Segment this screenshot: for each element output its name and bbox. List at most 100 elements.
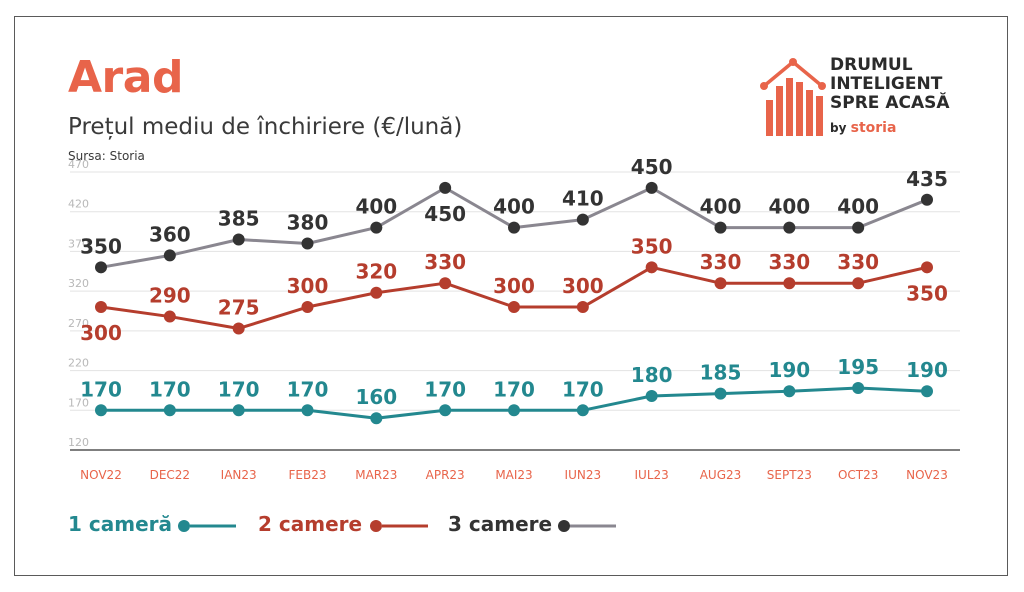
x-tick-label: NOV22 (80, 468, 122, 482)
data-label: 380 (287, 210, 329, 234)
x-tick-label: IUL23 (635, 468, 669, 482)
data-label: 450 (631, 155, 673, 179)
chart-source: Sursa: Storia (68, 149, 145, 163)
data-point (783, 221, 796, 234)
data-point (232, 404, 245, 417)
data-label: 360 (149, 222, 191, 246)
x-tick-label: MAR23 (355, 468, 397, 482)
x-tick-label: SEPT23 (767, 468, 812, 482)
data-label: 160 (355, 385, 397, 409)
y-tick-label: 320 (68, 277, 89, 290)
data-label: 275 (218, 295, 260, 319)
data-point (508, 221, 520, 234)
data-label: 190 (768, 358, 810, 382)
data-label: 400 (837, 195, 879, 219)
x-tick-label: NOV23 (906, 468, 948, 482)
data-label: 330 (700, 250, 742, 274)
data-label: 170 (80, 377, 122, 401)
x-tick-label: APR23 (426, 468, 465, 482)
chart-frame (14, 16, 1008, 576)
data-point (95, 404, 107, 417)
data-label: 170 (287, 377, 329, 401)
data-point (576, 213, 589, 226)
data-label: 170 (493, 377, 535, 401)
data-label: 330 (837, 250, 879, 274)
data-point (576, 301, 589, 314)
data-point (301, 237, 314, 250)
data-point (439, 181, 452, 194)
data-point (232, 233, 245, 246)
data-label: 320 (355, 260, 397, 284)
data-label: 170 (562, 377, 604, 401)
data-point (921, 193, 933, 206)
x-tick-label: OCT23 (838, 468, 878, 482)
data-point (232, 322, 245, 335)
y-tick-label: 220 (68, 357, 89, 370)
legend-label-1-camera: 1 cameră (68, 512, 172, 536)
data-point (508, 404, 520, 417)
data-point (852, 277, 865, 290)
data-point (508, 301, 520, 314)
data-point (921, 385, 933, 398)
data-label: 350 (906, 281, 948, 305)
x-tick-label: IUN23 (565, 468, 602, 482)
legend-marker-2-camere (370, 520, 382, 532)
logo-line-3: SPRE ACASĂ (830, 93, 950, 113)
data-label: 300 (562, 274, 604, 298)
x-tick-label: MAI23 (495, 468, 532, 482)
y-tick-label: 170 (68, 396, 89, 409)
data-label: 450 (424, 202, 466, 226)
data-point (370, 221, 383, 234)
data-label: 435 (906, 167, 948, 191)
data-label: 180 (631, 363, 673, 387)
y-tick-label: 270 (68, 317, 89, 330)
data-point (370, 286, 383, 299)
data-label: 190 (906, 358, 948, 382)
legend-label-2-camere: 2 camere (258, 512, 363, 536)
data-point (95, 261, 107, 274)
x-tick-label: FEB23 (289, 468, 327, 482)
x-tick-label: AUG23 (700, 468, 742, 482)
legend-label-3-camere: 3 camere (448, 512, 553, 536)
logo-line-1: DRUMUL (830, 55, 913, 75)
data-label: 170 (424, 377, 466, 401)
data-label: 400 (768, 195, 810, 219)
logo-by: by (830, 121, 847, 135)
data-label: 410 (562, 187, 604, 211)
data-label: 330 (424, 250, 466, 274)
data-point (301, 404, 314, 417)
data-label: 170 (149, 377, 191, 401)
data-point (576, 404, 589, 417)
data-point (645, 261, 658, 274)
y-tick-label: 470 (68, 158, 89, 171)
data-point (163, 310, 176, 323)
data-label: 400 (355, 195, 397, 219)
logo-line-2: INTELIGENT (830, 74, 943, 94)
data-point (301, 301, 314, 314)
data-label: 170 (218, 377, 260, 401)
data-point (439, 277, 452, 290)
x-tick-label: IAN23 (221, 468, 257, 482)
data-label: 300 (287, 274, 329, 298)
data-label: 400 (700, 195, 742, 219)
data-label: 195 (837, 355, 879, 379)
data-point (95, 301, 107, 314)
data-label: 330 (768, 250, 810, 274)
legend-marker-3-camere (558, 520, 570, 532)
chart-legend: 1 cameră 2 camere 3 camere (68, 512, 648, 542)
data-point (852, 382, 865, 395)
logo-byline: by storia (830, 120, 896, 136)
data-label: 350 (631, 234, 673, 258)
data-point (370, 412, 383, 425)
data-point (645, 389, 658, 402)
y-tick-label: 420 (68, 198, 89, 211)
data-point (921, 261, 933, 274)
chart-subtitle: Prețul mediu de închiriere (€/lună) (68, 114, 463, 140)
data-point (783, 385, 796, 398)
data-point (852, 221, 865, 234)
logo-brand: storia (850, 120, 897, 136)
data-point (163, 249, 176, 262)
data-point (714, 277, 727, 290)
data-label: 400 (493, 195, 535, 219)
